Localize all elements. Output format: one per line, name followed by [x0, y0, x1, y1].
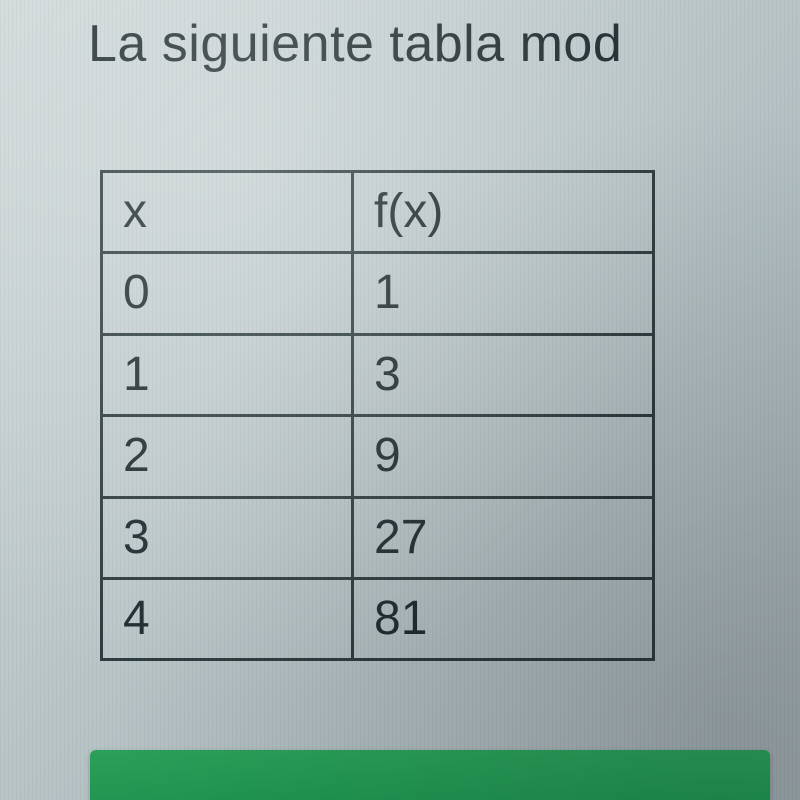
table-row: 3 27 [102, 497, 654, 578]
cell-fx: 1 [353, 253, 654, 334]
page-heading: La siguiente tabla mod [0, 0, 800, 74]
cell-fx: 81 [353, 578, 654, 659]
cell-x: 2 [102, 416, 353, 497]
function-table: x f(x) 0 1 1 3 2 9 3 27 4 81 [100, 170, 655, 661]
table-row: 4 81 [102, 578, 654, 659]
cell-x: 1 [102, 334, 353, 415]
cell-x: 4 [102, 578, 353, 659]
cell-x: 3 [102, 497, 353, 578]
cell-x: 0 [102, 253, 353, 334]
table-row: 2 9 [102, 416, 654, 497]
cell-fx: 9 [353, 416, 654, 497]
table-row: 0 1 [102, 253, 654, 334]
table-row: 1 3 [102, 334, 654, 415]
column-header-x: x [102, 172, 353, 253]
table-header-row: x f(x) [102, 172, 654, 253]
green-bottom-strip [90, 750, 770, 800]
column-header-fx: f(x) [353, 172, 654, 253]
cell-fx: 3 [353, 334, 654, 415]
function-table-container: x f(x) 0 1 1 3 2 9 3 27 4 81 [100, 170, 655, 661]
cell-fx: 27 [353, 497, 654, 578]
